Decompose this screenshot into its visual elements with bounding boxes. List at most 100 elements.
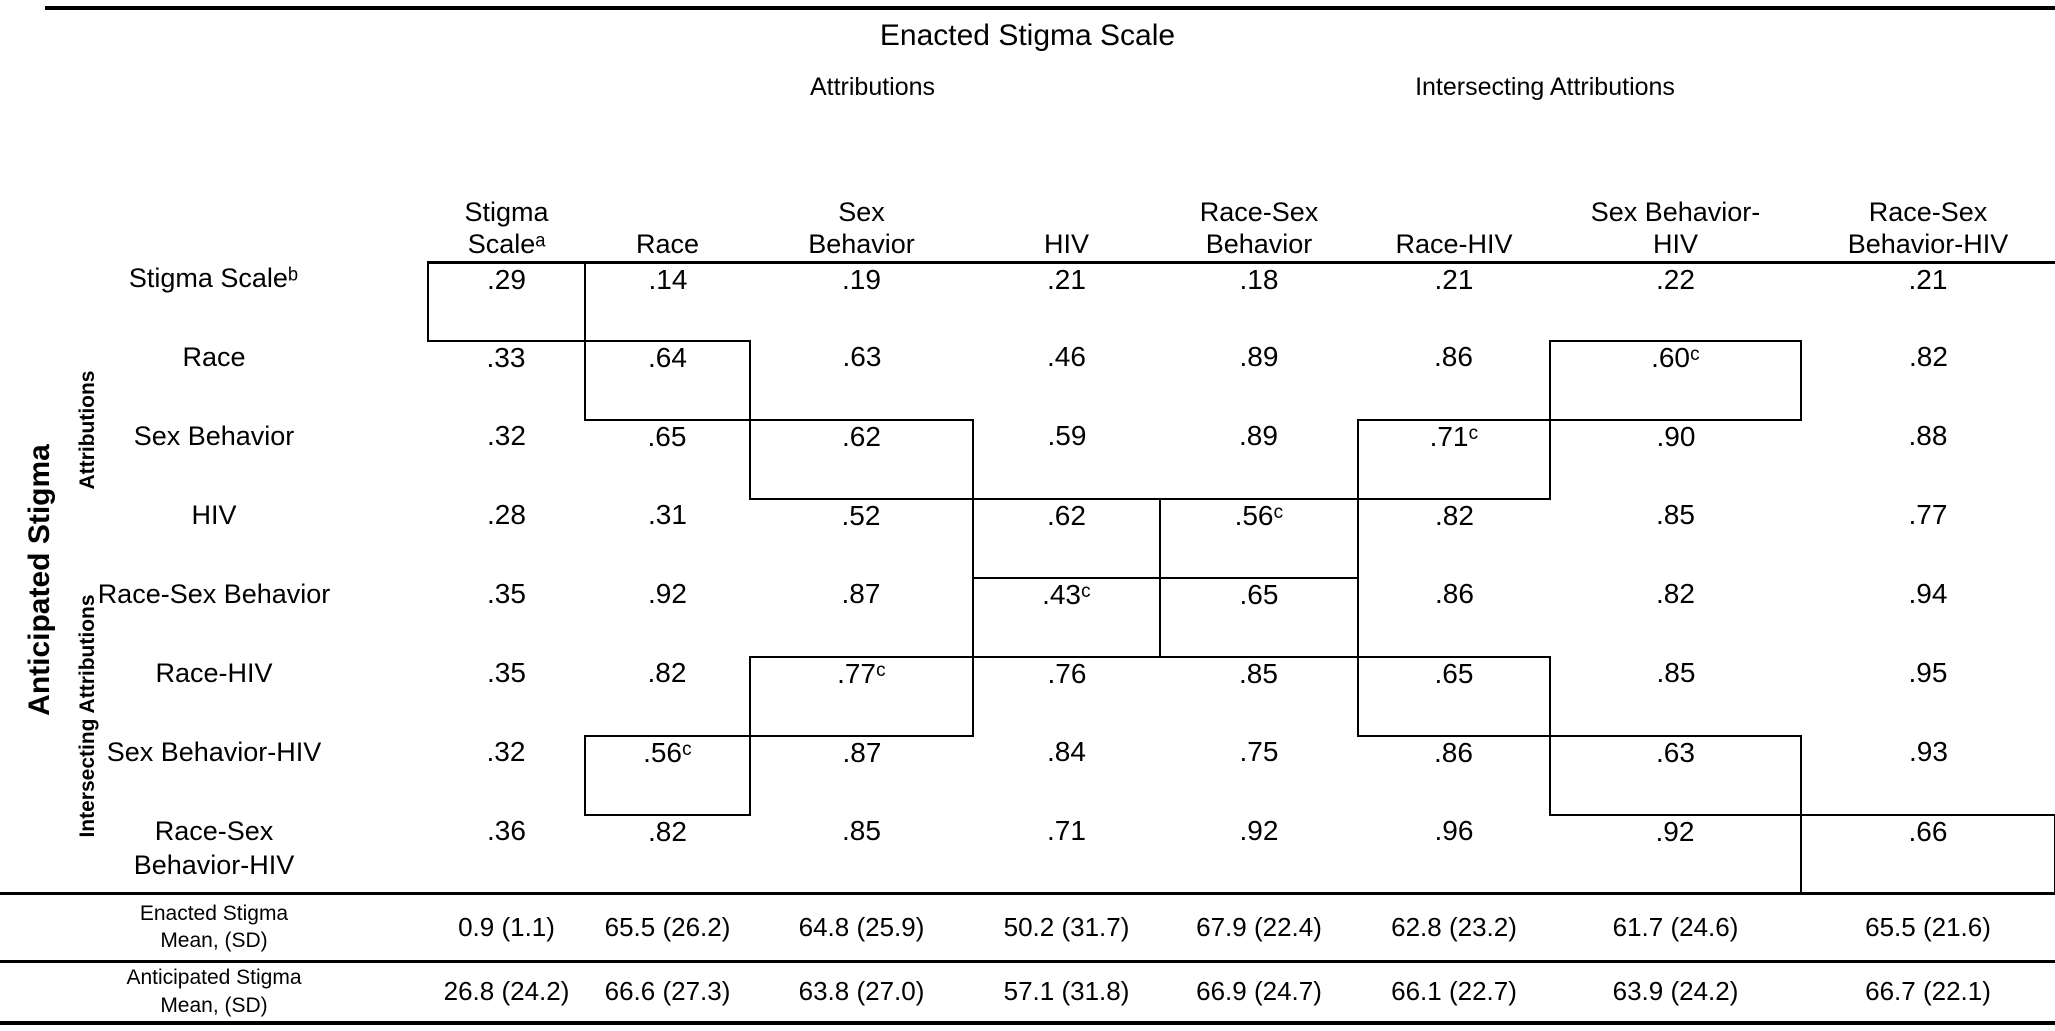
matrix-cell: .59 [1047,420,1087,451]
matrix-cell-boxed: .29 [427,261,586,342]
matrix-cell: .87 [842,737,882,768]
matrix-cell-boxed: .62 [749,419,974,500]
matrix-cell: .95 [1908,657,1948,688]
matrix-cell: .92 [1239,815,1279,846]
matrix-cell: .32 [487,420,526,451]
column-header: Race-Sex Behavior-HIV [1801,112,2055,264]
title-row: Enacted Stigma Scale [0,10,2055,62]
row-label: Stigma Scaleᵇ [128,263,299,293]
row-label: Race [182,342,246,372]
matrix-cell: .85 [1656,499,1695,530]
table-row: Race-Sex Behavior .35 .92 .87 .43ᶜ .65 .86 .82.… [0,577,2055,658]
summary-cell: 66.7 (22.1) [1801,959,2055,1025]
table-row: Race-Sex Behavior-HIV .36 .82 .85 .71 .92 .96.… [0,814,2055,894]
summary-row: Enacted Stigma Mean, (SD) 0.9 (1.1) 65.5 (… [0,891,2055,961]
matrix-cell: .52 [841,500,881,531]
matrix-cell: .71 [1047,815,1086,846]
table-title: Enacted Stigma Scale [879,19,1176,52]
top-group-intersecting: Intersecting Attributions [1415,72,1675,101]
matrix-cell: .31 [648,499,687,530]
summary-cell: 63.9 (24.2) [1550,959,1801,1025]
column-header: Stigma Scaleᵃ [428,112,585,264]
summary-cell: 66.9 (24.7) [1160,959,1358,1025]
matrix-cell: .96 [1434,815,1474,846]
matrix-cell-boxed: .64 [584,340,751,421]
matrix-cell: .19 [842,263,881,295]
table-row: Sex Behavior-HIV .32 .56ᶜ .87 .84 .75 .86 .63 .9… [0,735,2055,816]
summary-cell: 0.9 (1.1) [428,891,585,961]
matrix-cell: .93 [1909,736,1948,767]
matrix-cell: .92 [648,578,687,609]
column-header-row: Stigma Scaleᵃ Race Sex Behavior HIV Race-Sex… [0,112,2055,264]
summary-cell: 65.5 (21.6) [1801,891,2055,961]
matrix-cell: .36 [487,815,526,846]
matrix-cell: .84 [1047,736,1086,767]
summary-cell: 65.5 (26.2) [585,891,750,961]
matrix-cell: .82 [648,816,687,847]
matrix-cell: .63 [842,341,882,372]
summary-row: Anticipated Stigma Mean, (SD) 26.8 (24.2)… [0,959,2055,1025]
column-header: Sex Behavior- HIV [1550,112,1801,264]
matrix-cell: .92 [1655,816,1695,847]
column-header: HIV [973,112,1160,264]
summary-cell: 62.8 (23.2) [1358,891,1550,961]
matrix-cell: .86 [1435,578,1474,609]
table-row: Sex Behavior .32 .65 .62 .59 .89 .71ᶜ .90 .88 [0,419,2055,500]
column-header: Race-HIV [1358,112,1550,264]
matrix-cell-boxed: .77ᶜ [749,656,974,737]
matrix-cell: .85 [1239,658,1278,689]
matrix-cell: .28 [487,499,526,530]
matrix-cell: .88 [1908,420,1948,451]
matrix-cell-boxed: .56ᶜ [584,735,751,816]
matrix-cell: .22 [1656,263,1695,295]
matrix-cell: .86 [1434,341,1473,372]
group-spacer [0,62,585,112]
matrix-cell: .82 [1435,500,1474,531]
summary-cell: 50.2 (31.7) [973,891,1160,961]
matrix-cell: .35 [487,657,526,688]
row-label: Sex Behavior [133,421,295,451]
correlation-table: Enacted Stigma Scale Attributions Inters… [0,10,2055,1025]
matrix-cell-boxed: .66 [1800,814,2055,894]
matrix-cell-boxed: .62 [972,498,1161,579]
summary-row-label: Enacted Stigma Mean, (SD) [0,891,428,961]
matrix-cell: .82 [1656,578,1695,609]
matrix-cell: .77 [1908,499,1948,530]
matrix-cell: .87 [841,578,881,609]
top-group-attributions: Attributions [809,72,936,101]
matrix-cell: .82 [647,657,687,688]
row-label: Race-Sex Behavior [97,579,331,609]
table-row: Race .33 .64 .63 .46 .89 .86 .60ᶜ .82 [0,340,2055,421]
column-header: Race-Sex Behavior [1160,112,1358,264]
row-label: Sex Behavior-HIV [106,737,322,767]
table-row: HIV .28 .31 .52 .62.56ᶜ .82 .85 .77 [0,498,2055,579]
matrix-cell: .90 [1656,421,1696,452]
matrix-cell: .75 [1239,736,1279,767]
matrix-cell: .86 [1434,737,1473,768]
matrix-cell: .85 [842,815,881,846]
matrix-cell-boxed: .43ᶜ [972,577,1161,658]
top-rule [45,6,2055,10]
corner-cell [0,112,428,262]
matrix-cell: .21 [1047,263,1086,295]
matrix-cell: .21 [1434,263,1474,295]
summary-cell: 66.6 (27.3) [585,959,750,1025]
summary-row-label: Anticipated Stigma Mean, (SD) [0,959,428,1025]
summary-cell: 61.7 (24.6) [1550,891,1801,961]
summary-cell: 57.1 (31.8) [973,959,1160,1025]
column-group-row: Attributions Intersecting Attributions [0,62,2055,112]
matrix-cell-boxed: .56ᶜ [1159,498,1359,579]
matrix-cell: .89 [1239,420,1278,451]
matrix-cell-boxed: .60ᶜ [1549,340,1802,421]
matrix-cell: .21 [1908,263,1948,295]
summary-cell: 64.8 (25.9) [750,891,973,961]
column-header: Race [585,112,750,264]
column-header: Sex Behavior [750,112,973,264]
matrix-cell-boxed: .65 [1159,577,1359,658]
row-label: HIV [191,500,237,530]
summary-cell: 63.8 (27.0) [750,959,973,1025]
matrix-cell: .46 [1047,341,1086,372]
matrix-cell: .14 [648,263,688,295]
matrix-cell-boxed: .63 [1549,735,1802,816]
